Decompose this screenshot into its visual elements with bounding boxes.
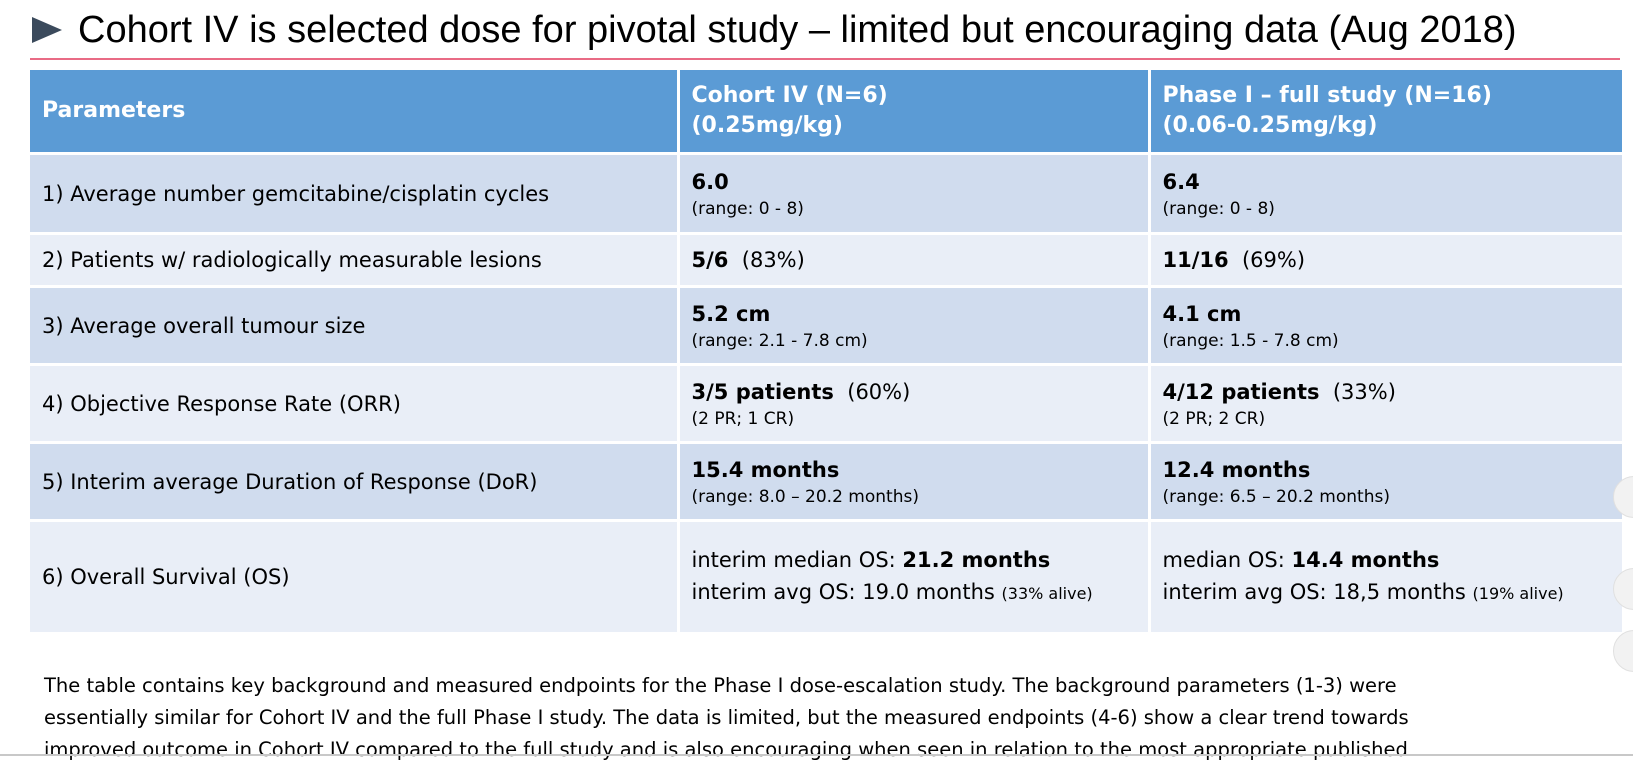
value-bold: 6.0 [691,169,729,194]
os-prefix: median OS: [1162,548,1292,572]
os-avg: interim avg OS: 18,5 months [1162,580,1473,604]
value-sub: (range: 6.5 – 20.2 months) [1162,486,1390,507]
cohort-iv-cell: 5.2 cm (range: 2.1 - 7.8 cm) [678,286,1151,366]
triangle-bullet-icon [32,17,62,43]
value-bold: 3/5 patients [691,379,834,404]
table-row: 3) Average overall tumour size 5.2 cm (r… [30,286,1622,366]
value-plain: (60%) [847,379,911,404]
value-bold: 4/12 patients [1162,379,1320,404]
slide-title: Cohort IV is selected dose for pivotal s… [32,8,1622,52]
param-cell: 6) Overall Survival (OS) [30,520,680,635]
os-prefix: interim median OS: [691,548,903,572]
header-phase-i-line1: Phase I – full study (N=16) [1162,83,1492,108]
os-avg: interim avg OS: 19.0 months [691,580,1002,604]
phase-i-cell: 4.1 cm (range: 1.5 - 7.8 cm) [1149,286,1622,366]
phase-i-cell: median OS: 14.4 months interim avg OS: 1… [1149,520,1622,635]
os-alive: (33% alive) [1001,584,1093,603]
value-bold: 12.4 months [1162,457,1311,482]
cohort-iv-cell: 5/6 (83%) [678,233,1151,288]
header-phase-i: Phase I – full study (N=16) (0.06-0.25mg… [1149,70,1622,155]
value-sub: (range: 1.5 - 7.8 cm) [1162,330,1339,351]
title-text: Cohort IV is selected dose for pivotal s… [78,9,1517,51]
os-bold: 21.2 months [902,548,1051,572]
value-sub: (2 PR; 1 CR) [691,408,795,429]
value-sub: (range: 2.1 - 7.8 cm) [691,330,868,351]
paragraph-line: essentially similar for Cohort IV and th… [44,706,1409,729]
param-cell: 1) Average number gemcitabine/cisplatin … [30,153,680,235]
value-plain: (33%) [1332,379,1396,404]
cohort-iv-cell: 15.4 months (range: 8.0 – 20.2 months) [678,442,1151,522]
header-cohort-iv-line1: Cohort IV (N=6) [691,83,888,108]
parameters-table: Parameters Cohort IV (N=6) (0.25mg/kg) P… [30,70,1622,635]
cohort-iv-cell: 3/5 patients (60%) (2 PR; 1 CR) [678,364,1151,444]
cohort-iv-cell: interim median OS: 21.2 months interim a… [678,520,1151,635]
table-header-row: Parameters Cohort IV (N=6) (0.25mg/kg) P… [30,70,1622,155]
param-cell: 3) Average overall tumour size [30,286,680,366]
value-bold: 5.2 cm [691,301,771,326]
phase-i-cell: 4/12 patients (33%) (2 PR; 2 CR) [1149,364,1622,444]
paragraph-line: The table contains key background and me… [44,674,1397,697]
value-plain: (83%) [741,248,805,272]
phase-i-cell: 11/16 (69%) [1149,233,1622,288]
table-row: 5) Interim average Duration of Response … [30,442,1622,522]
param-cell: 5) Interim average Duration of Response … [30,442,680,522]
table-row: 1) Average number gemcitabine/cisplatin … [30,153,1622,235]
phase-i-cell: 12.4 months (range: 6.5 – 20.2 months) [1149,442,1622,522]
header-cohort-iv: Cohort IV (N=6) (0.25mg/kg) [678,70,1151,155]
header-phase-i-line2: (0.06-0.25mg/kg) [1162,113,1378,138]
paragraph-line: improved outcome in Cohort IV compared t… [44,738,1408,761]
value-bold: 4.1 cm [1162,301,1242,326]
cohort-iv-cell: 6.0 (range: 0 - 8) [678,153,1151,235]
value-bold: 5/6 [691,248,729,272]
param-cell: 2) Patients w/ radiologically measurable… [30,233,680,288]
header-cohort-iv-line2: (0.25mg/kg) [691,113,843,138]
os-alive: (19% alive) [1472,584,1564,603]
title-underline [30,58,1620,60]
value-plain: (69%) [1241,248,1306,272]
value-bold: 11/16 [1162,248,1229,272]
value-sub: (range: 0 - 8) [1162,198,1275,219]
bottom-divider [0,754,1633,756]
summary-paragraph: The table contains key background and me… [44,670,1614,766]
param-cell: 4) Objective Response Rate (ORR) [30,364,680,444]
value-bold: 6.4 [1162,169,1200,194]
table-row: 2) Patients w/ radiologically measurable… [30,233,1622,288]
header-parameters: Parameters [30,70,680,155]
table-row: 6) Overall Survival (OS) interim median … [30,520,1622,635]
table-row: 4) Objective Response Rate (ORR) 3/5 pat… [30,364,1622,444]
value-bold: 15.4 months [691,457,840,482]
value-sub: (2 PR; 2 CR) [1162,408,1266,429]
phase-i-cell: 6.4 (range: 0 - 8) [1149,153,1622,235]
value-sub: (range: 0 - 8) [691,198,804,219]
os-bold: 14.4 months [1291,548,1440,572]
edge-circle-icon[interactable] [1613,630,1633,672]
value-sub: (range: 8.0 – 20.2 months) [691,486,919,507]
